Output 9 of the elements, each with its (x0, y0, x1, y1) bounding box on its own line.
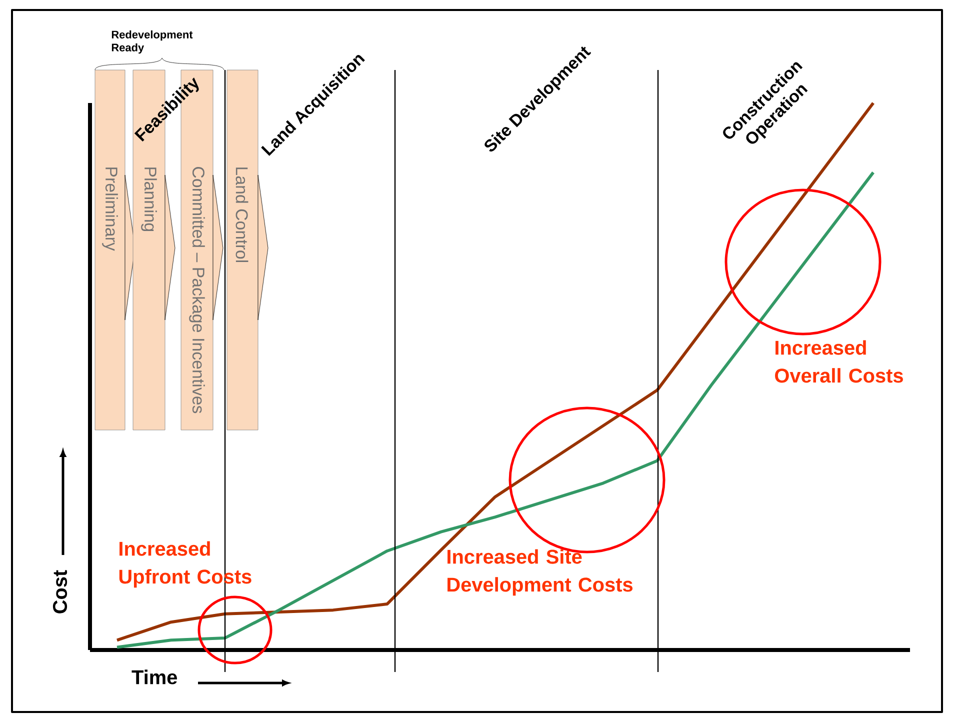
annotation: Committed – Package Incentives (189, 167, 205, 414)
annotation: Increased Site Development Costs (448, 549, 632, 596)
x-axis-title: Time (132, 670, 177, 684)
annotation: Preliminary (102, 168, 118, 251)
annotation: Increased Overall Costs (775, 340, 903, 383)
y-axis-title: Cost (52, 570, 68, 614)
annotation: Planning (141, 168, 157, 232)
annotation: Land Control (236, 168, 248, 262)
text: Redevelopment Ready (112, 30, 193, 54)
